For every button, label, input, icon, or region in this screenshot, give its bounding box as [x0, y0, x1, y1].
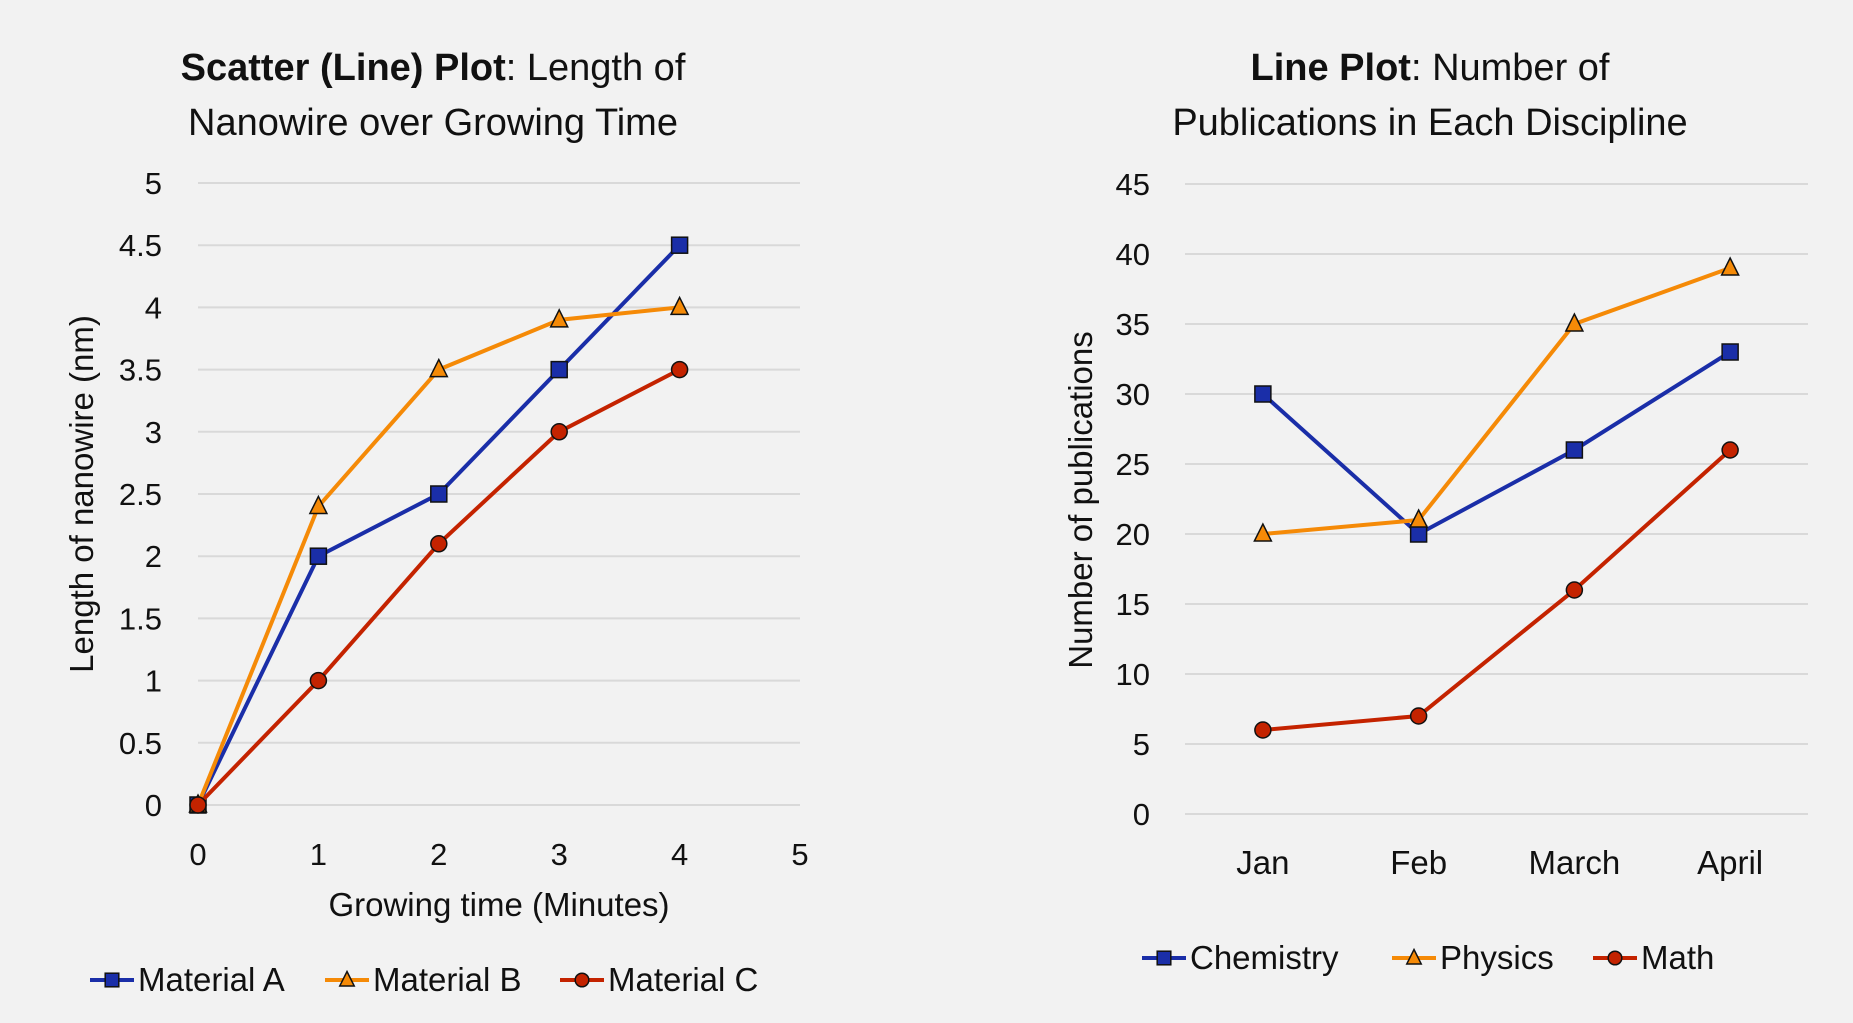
legend-label: Math — [1641, 939, 1714, 976]
legend-label: Material A — [138, 961, 285, 998]
data-point — [309, 547, 328, 565]
x-tick-label: 3 — [551, 837, 568, 872]
series-physics — [1253, 256, 1740, 542]
y-tick-label: 5 — [1133, 727, 1150, 762]
data-point — [549, 308, 569, 328]
legend-marker — [338, 969, 356, 987]
chart-title: Line Plot: Number of — [1251, 47, 1610, 89]
y-tick-label: 30 — [1116, 377, 1150, 412]
x-tick-label: 5 — [791, 837, 808, 872]
chart-title-bold: Line Plot — [1251, 47, 1412, 89]
legend-item: Material B — [325, 961, 522, 998]
data-point — [669, 295, 690, 316]
legend-label: Physics — [1440, 939, 1554, 976]
y-tick-label: 3 — [145, 415, 162, 450]
y-tick-label: 45 — [1116, 167, 1150, 202]
chart-title-rest: : Length of — [506, 47, 686, 89]
y-tick-label: 25 — [1116, 447, 1150, 482]
x-tick-label: March — [1529, 844, 1621, 881]
chart-title-line2: Nanowire over Growing Time — [188, 102, 678, 144]
series-line — [1262, 448, 1732, 732]
chart-title: Scatter (Line) Plot: Length of — [181, 47, 686, 89]
data-point — [1408, 508, 1429, 528]
series-material-a — [189, 236, 689, 814]
y-tick-label: 3.5 — [119, 353, 162, 388]
x-tick-label: 2 — [430, 837, 447, 872]
data-point — [550, 360, 568, 379]
series-line — [1261, 350, 1732, 537]
data-point — [309, 671, 328, 690]
legend-item: Material A — [90, 961, 285, 998]
data-point — [1720, 256, 1740, 276]
x-tick-label: April — [1697, 844, 1763, 881]
data-point — [308, 494, 329, 515]
data-point — [1254, 721, 1272, 739]
data-point — [1409, 525, 1428, 543]
chart-title-bold: Scatter (Line) Plot — [181, 47, 506, 89]
data-point — [189, 796, 207, 814]
x-tick-label: Feb — [1390, 844, 1447, 881]
legend-marker — [574, 972, 590, 988]
y-tick-label: 40 — [1116, 237, 1150, 272]
data-point — [1409, 707, 1428, 725]
legend-marker — [1607, 950, 1623, 966]
chart-title-line2: Publications in Each Discipline — [1172, 102, 1687, 144]
y-tick-label: 2.5 — [119, 477, 162, 512]
legend-label: Chemistry — [1190, 939, 1339, 976]
y-tick-label: 1.5 — [119, 601, 162, 636]
data-point — [550, 423, 568, 441]
legend-marker — [1405, 947, 1423, 965]
series-line — [1262, 266, 1731, 536]
data-point — [1565, 581, 1584, 599]
data-point — [429, 357, 449, 378]
series-chemistry — [1254, 343, 1739, 543]
series-math — [1254, 441, 1739, 739]
y-axis-label: Length of nanowire (nm) — [63, 315, 100, 673]
left-chart: 0 0.5 1 1.5 2 2.5 3 3.5 4 4.5 5 0 1 2 3 4 5 Growing time … — [63, 166, 809, 998]
legend-item: Material C — [560, 961, 758, 998]
data-point — [1564, 312, 1585, 332]
y-axis-label: Number of publications — [1062, 331, 1099, 669]
x-axis-label: Growing time (Minutes) — [328, 886, 669, 923]
y-tick-label: 35 — [1116, 307, 1150, 342]
series-line — [196, 367, 681, 807]
chart-title-rest: : Number of — [1411, 47, 1610, 89]
legend-label: Material C — [608, 961, 758, 998]
x-tick-label: 4 — [671, 837, 688, 872]
legend-item: Physics — [1392, 939, 1554, 976]
data-point — [1721, 441, 1739, 459]
legend-marker — [1156, 950, 1172, 966]
data-point — [1254, 385, 1272, 403]
y-tick-label: 10 — [1116, 657, 1150, 692]
x-tick-label: 1 — [310, 837, 327, 872]
data-point — [670, 236, 689, 254]
y-tick-label: 4 — [145, 290, 162, 325]
legend-item: Chemistry — [1142, 939, 1339, 976]
y-tick-label: 20 — [1116, 517, 1150, 552]
series-material-c — [189, 360, 689, 814]
legend-marker — [104, 972, 120, 988]
data-point — [670, 360, 689, 379]
y-tick-label: 2 — [145, 539, 162, 574]
y-tick-label: 15 — [1116, 587, 1150, 622]
y-tick-label: 0.5 — [119, 726, 162, 761]
data-point — [1253, 522, 1273, 542]
legend-label: Material B — [373, 961, 522, 998]
data-point — [1721, 343, 1739, 361]
y-tick-label: 4.5 — [119, 228, 162, 263]
y-tick-label: 0 — [145, 788, 162, 823]
data-point — [1565, 441, 1584, 459]
right-chart: 0 5 10 15 20 25 30 35 40 45 Jan Feb March April Number… — [1062, 167, 1808, 976]
legend-item: Math — [1593, 939, 1714, 976]
x-tick-label: Jan — [1236, 844, 1289, 881]
y-tick-label: 1 — [145, 664, 162, 699]
data-point — [430, 535, 448, 553]
series-material-b — [188, 295, 690, 813]
series-line — [196, 243, 682, 806]
x-tick-label: 0 — [189, 837, 206, 872]
y-tick-label: 5 — [145, 166, 162, 201]
y-tick-label: 0 — [1133, 797, 1150, 832]
data-point — [430, 485, 448, 503]
